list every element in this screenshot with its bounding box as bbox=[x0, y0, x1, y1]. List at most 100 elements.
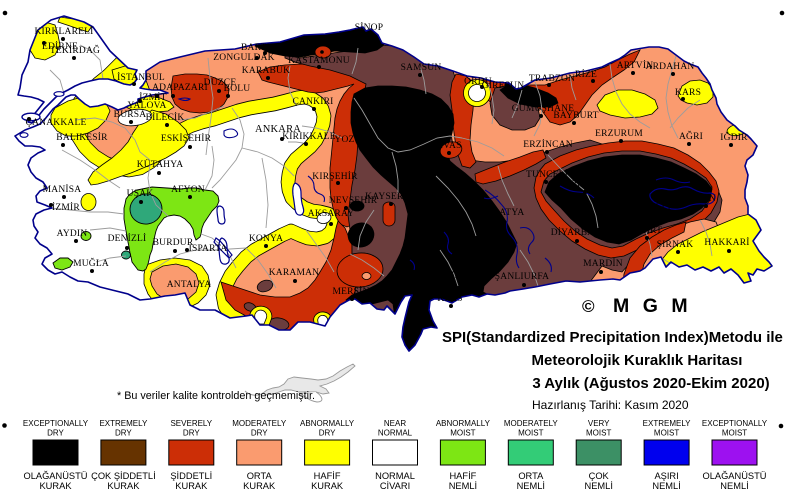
svg-text:NEVŞEHİR: NEVŞEHİR bbox=[329, 194, 378, 206]
svg-text:HAKKARİ: HAKKARİ bbox=[704, 236, 749, 248]
svg-text:BİTLİS: BİTLİS bbox=[640, 201, 671, 213]
svg-text:ARDAHAN: ARDAHAN bbox=[646, 62, 695, 72]
svg-text:MGM: MGM bbox=[613, 295, 701, 317]
svg-text:Meteorolojik Kuraklık Haritası: Meteorolojik Kuraklık Haritası bbox=[532, 352, 743, 369]
svg-text:GİRESUN: GİRESUN bbox=[482, 79, 525, 91]
svg-text:UŞAK: UŞAK bbox=[127, 189, 154, 199]
svg-text:ABNORMALLY: ABNORMALLY bbox=[300, 419, 355, 428]
svg-text:MUĞLA: MUĞLA bbox=[73, 257, 109, 269]
svg-text:KURAK: KURAK bbox=[175, 481, 208, 491]
svg-text:OLAĞANÜSTÜ: OLAĞANÜSTÜ bbox=[702, 471, 766, 481]
svg-text:SİİRT: SİİRT bbox=[638, 224, 662, 236]
svg-text:KARAMAN: KARAMAN bbox=[269, 268, 320, 278]
svg-text:ADAPAZARI: ADAPAZARI bbox=[152, 83, 208, 93]
svg-text:MOIST: MOIST bbox=[450, 429, 475, 438]
svg-text:Hazırlanış Tarihi: Kasım 2020: Hazırlanış Tarihi: Kasım 2020 bbox=[532, 398, 689, 412]
svg-text:TEKİRDAĞ: TEKİRDAĞ bbox=[50, 44, 100, 56]
svg-text:OSMANİYE: OSMANİYE bbox=[388, 273, 440, 285]
svg-text:KIRIKKALE: KIRIKKALE bbox=[282, 132, 336, 142]
svg-text:NORMAL: NORMAL bbox=[378, 429, 413, 438]
svg-text:EXTREMELY: EXTREMELY bbox=[643, 419, 692, 428]
svg-text:RİZE: RİZE bbox=[575, 68, 597, 80]
svg-text:NEMLİ: NEMLİ bbox=[517, 481, 545, 491]
svg-text:GAZİANTEP: GAZİANTEP bbox=[434, 269, 489, 281]
svg-text:SAMSUN: SAMSUN bbox=[401, 63, 442, 73]
svg-text:BARTIN: BARTIN bbox=[241, 43, 277, 53]
svg-text:MOIST: MOIST bbox=[654, 429, 679, 438]
svg-text:KIRKLARELİ: KIRKLARELİ bbox=[35, 25, 94, 37]
svg-text:YALOVA: YALOVA bbox=[127, 101, 166, 111]
svg-text:TUNCELİ: TUNCELİ bbox=[526, 168, 568, 180]
svg-text:KARS: KARS bbox=[675, 88, 701, 98]
svg-text:SİVAS: SİVAS bbox=[434, 139, 461, 151]
svg-text:KURAK: KURAK bbox=[311, 481, 344, 491]
svg-text:DRY: DRY bbox=[183, 429, 200, 438]
svg-text:BAYBURT: BAYBURT bbox=[553, 111, 598, 121]
svg-text:NEMLİ: NEMLİ bbox=[720, 481, 748, 491]
svg-text:BİLECİK: BİLECİK bbox=[146, 111, 185, 123]
svg-text:MANİSA: MANİSA bbox=[43, 183, 82, 195]
svg-text:MALATYA: MALATYA bbox=[478, 208, 525, 218]
svg-text:YOZGAT: YOZGAT bbox=[334, 135, 373, 145]
svg-text:EDİRNE: EDİRNE bbox=[42, 40, 78, 52]
svg-text:ÇANAKKALE: ÇANAKKALE bbox=[26, 118, 87, 128]
svg-text:AĞRI: AĞRI bbox=[679, 130, 703, 142]
svg-text:KİLİS: KİLİS bbox=[437, 292, 462, 304]
svg-text:NEMLİ: NEMLİ bbox=[449, 481, 477, 491]
svg-text:HAFİF: HAFİF bbox=[449, 471, 476, 481]
svg-text:ÇANKIRI: ÇANKIRI bbox=[293, 97, 334, 107]
svg-text:EXTREMELY: EXTREMELY bbox=[99, 419, 148, 428]
svg-text:HAFİF: HAFİF bbox=[314, 471, 341, 481]
svg-text:AKSARAY: AKSARAY bbox=[308, 209, 354, 219]
svg-text:CİVARI: CİVARI bbox=[380, 481, 410, 491]
svg-text:ORTA: ORTA bbox=[247, 471, 273, 481]
svg-text:İSTANBUL: İSTANBUL bbox=[117, 71, 165, 83]
svg-text:MOIST: MOIST bbox=[586, 429, 611, 438]
svg-text:EXCEPTIONALLY: EXCEPTIONALLY bbox=[702, 419, 768, 428]
svg-text:SEVERELY: SEVERELY bbox=[170, 419, 212, 428]
svg-text:BOLU: BOLU bbox=[224, 84, 251, 94]
svg-text:SPI(Standardized Precipitation: SPI(Standardized Precipitation Index)Met… bbox=[442, 329, 783, 346]
svg-text:ORTA: ORTA bbox=[518, 471, 544, 481]
svg-text:BURSA: BURSA bbox=[114, 110, 147, 120]
svg-text:ÇOK: ÇOK bbox=[589, 471, 610, 481]
svg-text:KÜTAHYA: KÜTAHYA bbox=[137, 158, 184, 170]
svg-text:BALIKESİR: BALIKESİR bbox=[56, 131, 108, 143]
svg-text:ESKİŞEHİR: ESKİŞEHİR bbox=[161, 132, 212, 144]
svg-text:DRY: DRY bbox=[47, 429, 64, 438]
svg-text:KURAK: KURAK bbox=[243, 481, 276, 491]
svg-text:ISPARTA: ISPARTA bbox=[189, 244, 228, 254]
svg-text:ÇOK ŞİDDETLİ: ÇOK ŞİDDETLİ bbox=[91, 471, 156, 481]
svg-text:MARDİN: MARDİN bbox=[583, 257, 623, 269]
svg-text:DRY: DRY bbox=[319, 429, 336, 438]
svg-text:ANTALYA: ANTALYA bbox=[167, 280, 212, 290]
svg-text:ARTVİN: ARTVİN bbox=[617, 59, 654, 71]
svg-text:MERSİN: MERSİN bbox=[332, 285, 369, 297]
svg-text:İZMİT: İZMİT bbox=[139, 91, 166, 103]
svg-text:3 Aylık (Ağustos 2020-Ekim 202: 3 Aylık (Ağustos 2020-Ekim 2020) bbox=[532, 375, 769, 392]
svg-text:MODERATELY: MODERATELY bbox=[232, 419, 287, 428]
svg-text:KIRŞEHİR: KIRŞEHİR bbox=[312, 170, 358, 182]
svg-text:DRY: DRY bbox=[115, 429, 132, 438]
svg-text:KURAK: KURAK bbox=[107, 481, 140, 491]
svg-text:VAN: VAN bbox=[696, 194, 716, 204]
svg-text:BİNGÖL: BİNGÖL bbox=[570, 178, 607, 190]
svg-text:ŞIRNAK: ŞIRNAK bbox=[657, 240, 694, 250]
svg-text:TRABZON: TRABZON bbox=[529, 74, 575, 84]
svg-text:ŞANLIURFA: ŞANLIURFA bbox=[495, 272, 549, 282]
svg-text:MOIST: MOIST bbox=[722, 429, 747, 438]
svg-text:SİNOP: SİNOP bbox=[355, 21, 383, 33]
svg-text:ZONGULDAK: ZONGULDAK bbox=[213, 53, 274, 63]
svg-text:ANKARA: ANKARA bbox=[255, 124, 301, 135]
svg-text:OLAĞANÜSTÜ: OLAĞANÜSTÜ bbox=[23, 471, 87, 481]
svg-text:KASTAMONU: KASTAMONU bbox=[288, 56, 350, 66]
svg-text:NORMAL: NORMAL bbox=[375, 471, 415, 481]
svg-text:DÜZCE: DÜZCE bbox=[204, 76, 237, 88]
svg-text:ABNORMALLY: ABNORMALLY bbox=[436, 419, 491, 428]
svg-text:AŞIRI: AŞIRI bbox=[654, 471, 678, 481]
svg-text:ERZURUM: ERZURUM bbox=[595, 129, 643, 139]
svg-text:ORDU: ORDU bbox=[464, 77, 492, 87]
svg-text:ERZİNCAN: ERZİNCAN bbox=[523, 138, 573, 150]
svg-text:MOIST: MOIST bbox=[518, 429, 543, 438]
svg-text:NEMLİ: NEMLİ bbox=[652, 481, 680, 491]
